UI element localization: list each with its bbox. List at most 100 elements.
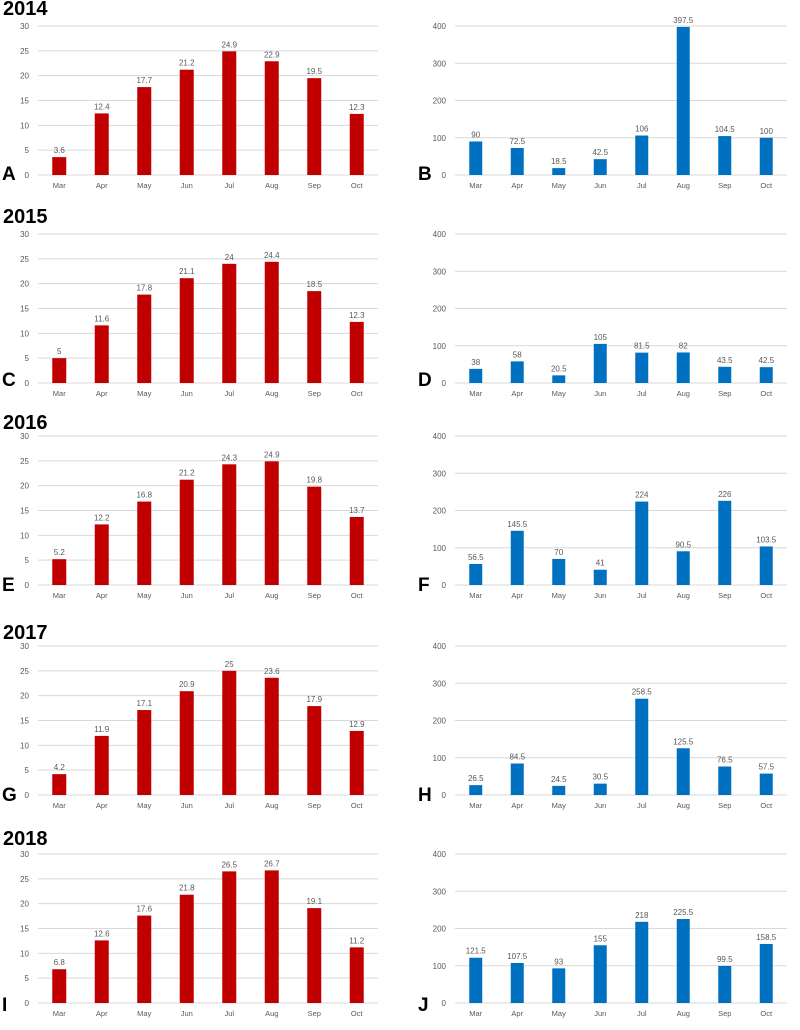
- y-tick-label: 25: [20, 457, 29, 466]
- y-tick-label: 100: [433, 962, 447, 971]
- x-tick-label: Apr: [511, 591, 523, 600]
- bar: [676, 551, 690, 585]
- panel-letter-a: A: [2, 164, 16, 185]
- data-label: 26.5: [468, 774, 484, 783]
- bar: [52, 358, 67, 383]
- x-tick-label: Mar: [53, 1009, 66, 1018]
- y-tick-label: 20: [20, 900, 29, 909]
- bar: [510, 361, 524, 383]
- x-tick-label: Aug: [265, 591, 278, 600]
- bar: [94, 524, 109, 585]
- data-label: 105: [594, 333, 608, 342]
- bar: [179, 479, 194, 585]
- bar: [179, 278, 194, 383]
- y-tick-label: 0: [442, 999, 447, 1008]
- year-title-2018: 2018: [3, 828, 48, 850]
- x-tick-label: Oct: [351, 591, 364, 600]
- bar: [52, 157, 67, 175]
- x-tick-label: Jun: [594, 389, 606, 398]
- bar: [676, 919, 690, 1003]
- data-label: 158.5: [756, 933, 777, 942]
- bar: [222, 464, 237, 585]
- bar: [469, 563, 483, 585]
- x-tick-label: Sep: [718, 1009, 731, 1018]
- x-tick-label: Oct: [760, 591, 773, 600]
- y-tick-label: 10: [20, 121, 29, 130]
- year-title-2017: 2017: [3, 622, 48, 644]
- data-label: 104.5: [715, 125, 736, 134]
- y-tick-label: 10: [20, 329, 29, 338]
- chart-i-temperature-2018: 0 5 10 15 20 25 30 6.8 Mar 12.6 Apr 17.6 May 21.8 Jun 2…: [20, 850, 378, 1018]
- y-tick-label: 25: [20, 255, 29, 264]
- data-label: 17.6: [136, 905, 152, 914]
- data-label: 17.9: [306, 695, 322, 704]
- x-tick-label: May: [552, 389, 566, 398]
- x-tick-label: Oct: [351, 181, 364, 190]
- bar: [552, 375, 566, 383]
- data-label: 100: [760, 127, 774, 136]
- x-tick-label: Jun: [594, 1009, 606, 1018]
- y-tick-label: 30: [20, 642, 29, 651]
- y-tick-label: 15: [20, 507, 29, 516]
- data-label: 17.8: [136, 284, 152, 293]
- data-label: 58: [513, 350, 522, 359]
- data-label: 72.5: [509, 137, 525, 146]
- year-title-2014: 2014: [3, 0, 48, 20]
- data-label: 24: [225, 253, 234, 262]
- y-tick-label: 15: [20, 925, 29, 934]
- bar: [179, 691, 194, 795]
- data-label: 17.1: [136, 699, 152, 708]
- bar: [510, 147, 524, 175]
- y-tick-label: 30: [20, 230, 29, 239]
- data-label: 6.8: [54, 958, 66, 967]
- bar: [552, 968, 566, 1003]
- x-tick-label: Mar: [469, 389, 482, 398]
- y-tick-label: 5: [25, 766, 30, 775]
- x-tick-label: Oct: [760, 181, 773, 190]
- data-label: 90: [471, 130, 480, 139]
- y-tick-label: 30: [20, 22, 29, 31]
- bar: [264, 261, 279, 383]
- data-label: 24.4: [264, 251, 280, 260]
- x-tick-label: Mar: [469, 591, 482, 600]
- bar: [94, 940, 109, 1003]
- y-tick-label: 200: [433, 305, 447, 314]
- bar: [469, 141, 483, 175]
- x-tick-label: Sep: [308, 1009, 321, 1018]
- x-tick-label: Mar: [53, 591, 66, 600]
- bar: [552, 168, 566, 175]
- x-tick-label: Jul: [637, 801, 647, 810]
- chart-a-temperature-2014: 0 5 10 15 20 25 30 3.6 Mar 12.4 Apr 17.7 May 21.2 Jun 2…: [20, 22, 378, 190]
- y-tick-label: 300: [433, 887, 447, 896]
- bar: [349, 321, 364, 383]
- data-label: 25: [225, 660, 234, 669]
- data-label: 84.5: [509, 753, 525, 762]
- data-label: 155: [594, 934, 608, 943]
- y-tick-label: 20: [20, 692, 29, 701]
- bar: [593, 569, 607, 585]
- x-tick-label: Aug: [677, 591, 690, 600]
- data-label: 145.5: [507, 520, 528, 529]
- y-tick-label: 10: [20, 949, 29, 958]
- x-tick-label: Oct: [760, 1009, 773, 1018]
- data-label: 20.5: [551, 364, 567, 373]
- bar: [510, 530, 524, 585]
- chart-j-precipitation-2018: 0 100 200 300 400 121.5 Mar 107.5 Apr 93 May 155 Jun…: [433, 850, 787, 1018]
- x-tick-label: Mar: [53, 801, 66, 810]
- x-tick-label: Jul: [224, 181, 234, 190]
- x-tick-label: May: [137, 591, 151, 600]
- data-label: 11.2: [349, 936, 365, 945]
- bar: [552, 558, 566, 585]
- data-label: 12.3: [349, 311, 365, 320]
- bar: [635, 352, 649, 383]
- bar: [718, 366, 732, 383]
- bar: [307, 291, 322, 383]
- panel-letter-f: F: [418, 575, 430, 596]
- data-label: 19.8: [306, 476, 322, 485]
- x-tick-label: May: [137, 801, 151, 810]
- data-label: 21.2: [179, 469, 195, 478]
- bar: [510, 763, 524, 795]
- x-tick-label: Jul: [637, 591, 647, 600]
- bar: [264, 870, 279, 1003]
- data-label: 16.8: [136, 491, 152, 500]
